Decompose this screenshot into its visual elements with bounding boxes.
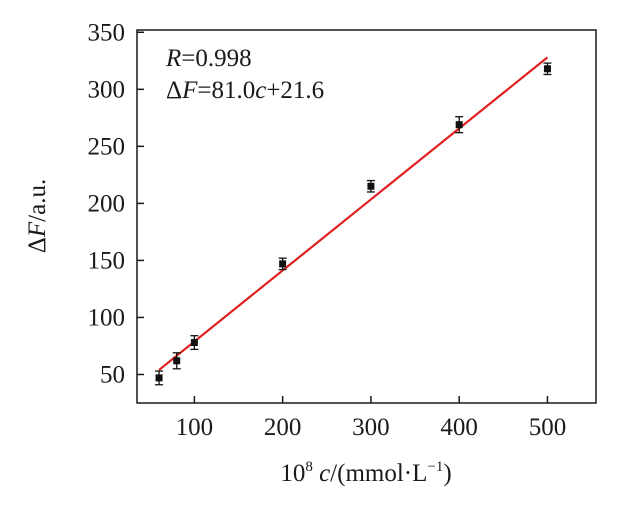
- eq-mid: =81.0: [197, 77, 255, 104]
- y-tick-label: 250: [88, 133, 126, 160]
- eq-var-c: c: [255, 77, 266, 104]
- y-tick-label: 350: [88, 19, 126, 46]
- y-axis-label: ΔF/a.u.: [24, 179, 51, 253]
- r-annotation-value: =0.998: [181, 45, 251, 72]
- data-point: [543, 65, 551, 73]
- x-label-prefix: 10: [280, 460, 305, 487]
- x-axis-label: 108 c/(mmol·L−1): [280, 459, 451, 487]
- x-tick-label: 400: [440, 414, 478, 441]
- x-label-var: c: [313, 460, 330, 487]
- r-annotation: R=0.998: [165, 45, 252, 72]
- y-label-unit: /a.u.: [24, 179, 51, 222]
- x-label-unit: /(mmol·L: [330, 460, 427, 487]
- data-point: [455, 121, 463, 129]
- eq-delta: Δ: [166, 77, 182, 104]
- x-label-unit-exp: −1: [427, 459, 443, 475]
- data-point: [155, 374, 163, 382]
- x-tick-label: 300: [352, 414, 390, 441]
- data-point: [279, 260, 287, 268]
- x-tick-label: 500: [529, 414, 567, 441]
- y-tick-label: 200: [88, 190, 126, 217]
- eq-var-f: F: [181, 77, 198, 104]
- plot-area: [136, 29, 597, 404]
- points-layer: [155, 62, 552, 386]
- ticks: 100 200 300 400 500 50 100 150 200 250 300 350: [88, 19, 567, 441]
- x-tick-label: 100: [176, 414, 214, 441]
- data-point: [173, 357, 181, 365]
- y-tick-label: 300: [88, 76, 126, 103]
- fit-layer: [158, 56, 549, 371]
- equation-annotation: ΔF=81.0c+21.6: [166, 77, 324, 104]
- x-tick-label: 200: [264, 414, 302, 441]
- data-point: [367, 182, 375, 190]
- fit-line: [158, 56, 549, 371]
- y-tick-label: 150: [88, 247, 126, 274]
- plot-frame: [136, 29, 597, 404]
- y-tick-label: 50: [100, 361, 125, 388]
- y-tick-label: 100: [88, 304, 126, 331]
- r-annotation-var: R: [165, 45, 181, 72]
- eq-tail: +21.6: [266, 77, 324, 104]
- x-label-unit-close: ): [443, 460, 451, 487]
- y-label-delta: Δ: [24, 237, 51, 253]
- y-label-var: F: [24, 221, 51, 238]
- data-point: [190, 339, 198, 347]
- x-label-exp: 8: [305, 459, 313, 475]
